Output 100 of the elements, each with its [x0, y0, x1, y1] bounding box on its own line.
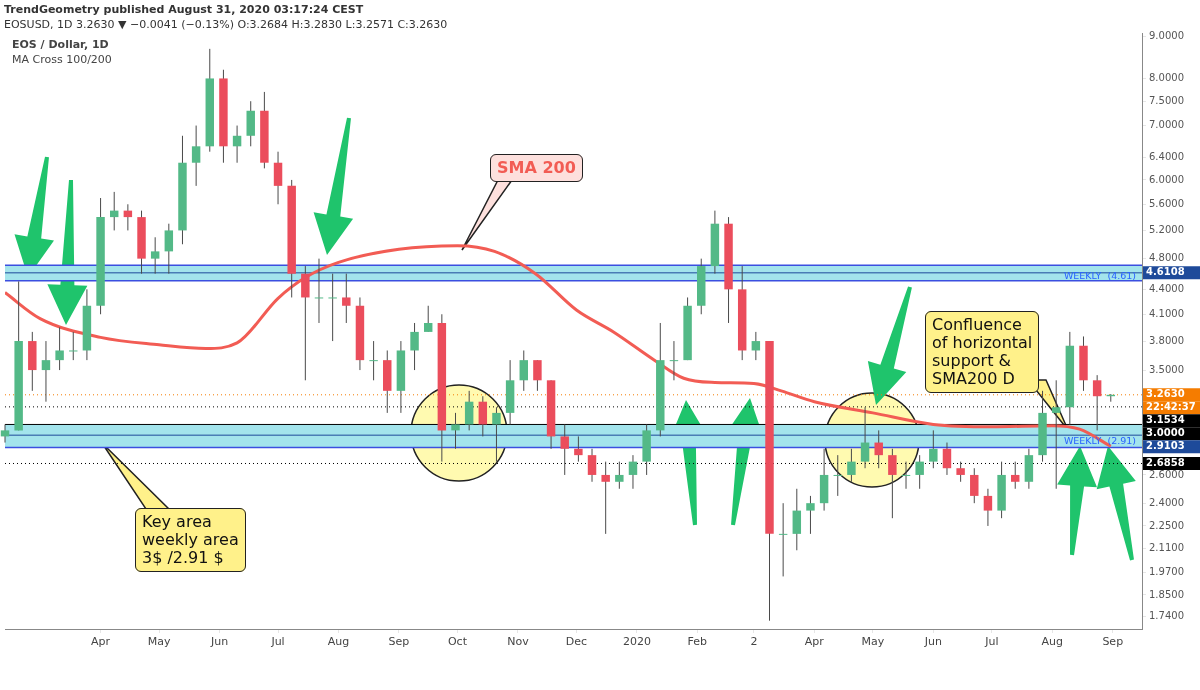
candlestick [273, 151, 283, 205]
candlestick [55, 326, 64, 371]
candlestick [1011, 461, 1020, 490]
candlestick [519, 349, 528, 392]
text: EOS / Dollar, 1D [12, 38, 109, 51]
y-tick-label: 2.4000 [1149, 496, 1184, 508]
candlestick [628, 454, 638, 490]
candlestick [669, 340, 679, 381]
candlestick [150, 236, 160, 275]
y-tick-label: 1.8500 [1149, 588, 1184, 600]
candlestick [847, 448, 856, 483]
candlestick [1051, 379, 1061, 490]
candlestick [191, 125, 201, 187]
x-tick-label: May [147, 635, 171, 649]
annotation: WEEKLY (2.91) [1063, 435, 1136, 447]
x-tick-label: Jun [923, 635, 942, 649]
x-tick-label: 2 [750, 635, 758, 649]
candlestick [560, 423, 569, 476]
candlestick [751, 331, 761, 361]
candlestick [929, 429, 938, 469]
candlestick [1092, 374, 1102, 431]
candlestick [41, 340, 51, 403]
y-tick-label: 3.8000 [1149, 334, 1184, 346]
y-tick-label: 5.2000 [1149, 224, 1184, 236]
x-tick-label: Jul [270, 635, 285, 649]
candlestick [615, 461, 624, 490]
y-tick-label: 1.9700 [1149, 566, 1184, 578]
candlestick [970, 467, 979, 504]
candlestick [328, 273, 337, 342]
y-tick-label: 3.5000 [1149, 363, 1184, 375]
y-tick-label: 6.0000 [1149, 173, 1184, 185]
x-tick-label: Sep [388, 635, 410, 649]
candlestick [874, 429, 883, 469]
y-tick-label: 8.0000 [1149, 72, 1184, 84]
candlestick [792, 488, 802, 551]
candlestick [342, 273, 351, 324]
candlestick [860, 406, 870, 469]
candlestick [574, 435, 583, 463]
y-tick-label: 6.4000 [1149, 150, 1184, 162]
y-tick-label: 4.8000 [1149, 252, 1184, 264]
candlestick [478, 395, 488, 437]
ref-line-label: 2.9103 [1146, 440, 1185, 452]
x-tick-label: Apr [91, 635, 111, 649]
candlestick [533, 359, 542, 392]
candlestick [956, 461, 965, 483]
x-tick-label: Apr [804, 635, 825, 649]
y-tick-label: 2.2500 [1149, 519, 1184, 531]
y-tick-label: 7.0000 [1149, 119, 1184, 131]
y-tick-label: 9.0000 [1149, 30, 1184, 42]
annotation: WEEKLY (4.61) [1063, 270, 1136, 282]
candlestick [423, 305, 433, 333]
y-tick-label: 4.4000 [1149, 282, 1184, 294]
candlestick [410, 322, 419, 371]
x-tick-label: Feb [687, 635, 708, 649]
text: TrendGeometry published August 31, 2020 03:17:24 CEST [4, 2, 365, 17]
candlestick [464, 390, 474, 431]
candlestick [492, 406, 501, 463]
candlestick [369, 340, 378, 381]
ref-line-label: 3.0000 [1146, 427, 1185, 439]
candlestick [915, 454, 924, 490]
annotation: Key area weekly area 3$ /2.91 $ [135, 508, 246, 572]
x-tick-label: Jun [209, 635, 229, 649]
ref-line-label: 3.1534 [1146, 414, 1185, 426]
candlestick [314, 258, 324, 324]
x-tick-label: 2020 [622, 635, 651, 649]
candlestick [942, 442, 952, 476]
candlestick [0, 423, 10, 444]
candlestick [901, 461, 911, 490]
candlestick [301, 265, 310, 381]
candlestick [833, 454, 842, 497]
candlestick [601, 461, 610, 535]
candlestick [983, 488, 993, 527]
ref-line-label: 4.6108 [1146, 266, 1185, 278]
x-tick-label: May [861, 635, 885, 649]
y-tick-label: 2.1100 [1149, 542, 1184, 554]
text: SMA 200 [490, 154, 583, 182]
candlestick [806, 495, 815, 535]
candlestick [232, 125, 242, 164]
x-tick-label: Jul [984, 635, 999, 649]
ref-line-label: 2.6858 [1146, 457, 1185, 469]
y-tick-label: 1.7400 [1149, 610, 1184, 622]
text: 22:42:37 [1146, 401, 1196, 413]
y-tick-label: 4.1000 [1149, 307, 1184, 319]
candlestick [164, 223, 174, 275]
text: EOSUSD, 1D 3.2630 ▼ −0.0041 (−0.13%) O:3.2684 H:3.2830 L:3.2571 C:3.2630 [4, 17, 448, 32]
x-tick-label: Dec [565, 635, 588, 649]
candlestick [888, 448, 897, 519]
y-tick-label: 7.5000 [1149, 94, 1184, 106]
candlestick [778, 502, 788, 577]
x-tick-label: Aug [1041, 635, 1064, 649]
candlestick [451, 412, 460, 450]
text: MA Cross 100/200 [12, 53, 112, 66]
y-tick-label: 2.6000 [1149, 468, 1184, 480]
x-tick-label: Aug [327, 635, 350, 649]
y-tick-label: 5.6000 [1149, 197, 1184, 209]
x-tick-label: Oct [447, 635, 468, 649]
ref-line-label: 3.2630 [1146, 388, 1185, 400]
annotation: Confluence of horizontal support & SMA200 D [925, 311, 1040, 393]
candlestick [587, 448, 597, 483]
x-tick-label: Nov [507, 635, 530, 649]
